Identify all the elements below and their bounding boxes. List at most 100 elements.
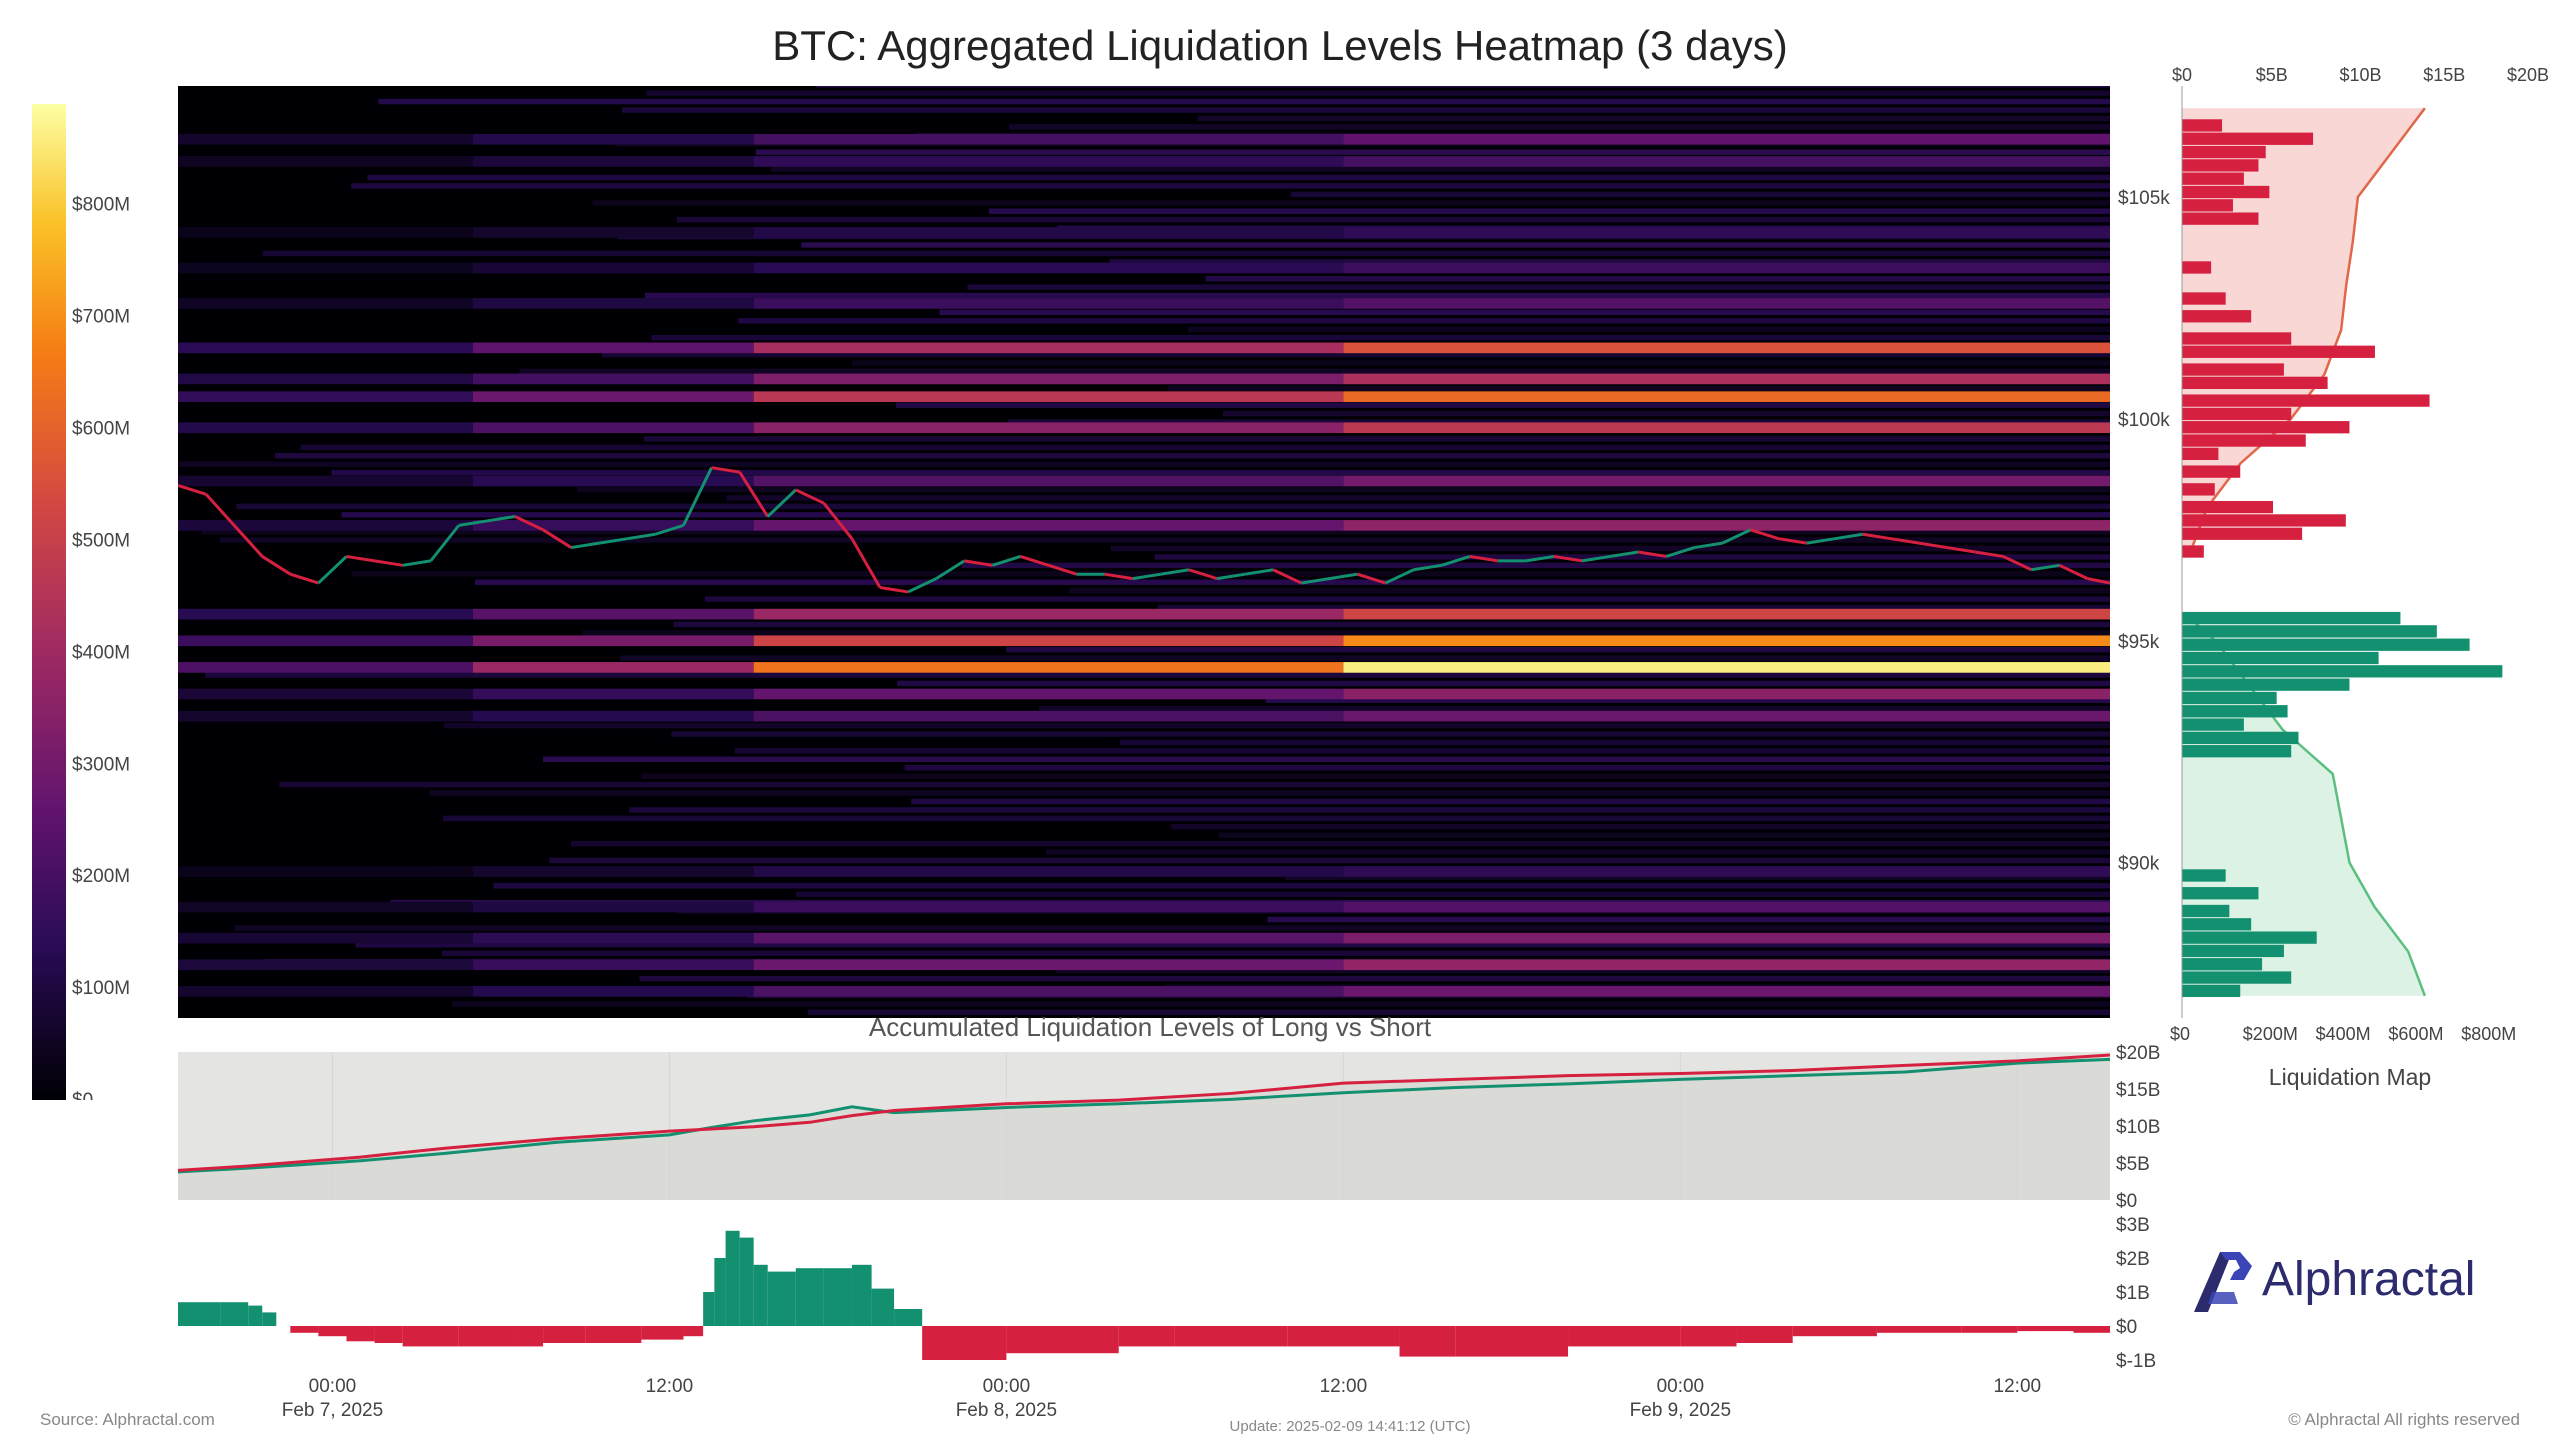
heatmap-band bbox=[472, 475, 754, 487]
heatmap-band bbox=[178, 475, 473, 487]
liq-bar bbox=[2182, 918, 2252, 931]
accumulated-tick-label: $15B bbox=[2116, 1080, 2160, 1101]
liq-bar bbox=[2182, 514, 2346, 527]
heatmap-band bbox=[178, 635, 473, 647]
price-candle-segment bbox=[1413, 563, 1442, 572]
colorbar-tick-label: $0 bbox=[72, 1090, 93, 1100]
heatmap-cell bbox=[519, 368, 2110, 375]
heatmap-band bbox=[472, 391, 754, 402]
price-candle-segment bbox=[1384, 568, 1415, 585]
heatmap-cell bbox=[644, 292, 2110, 299]
price-candle-segment bbox=[2002, 555, 2033, 572]
heatmap-band bbox=[472, 635, 754, 647]
liq-bar bbox=[2182, 904, 2230, 918]
price-candle-segment bbox=[289, 572, 319, 585]
heatmap-cell bbox=[1171, 824, 2110, 830]
heatmap-cell bbox=[1290, 191, 2110, 198]
heatmap-band bbox=[753, 227, 1344, 238]
heatmap-cell bbox=[179, 461, 2110, 467]
difference-bar bbox=[178, 1302, 221, 1326]
difference-bar bbox=[871, 1288, 895, 1326]
heatmap-band bbox=[753, 866, 1344, 877]
difference-bar bbox=[1792, 1326, 1877, 1337]
difference-bar bbox=[543, 1326, 586, 1343]
price-candle-segment bbox=[1244, 568, 1274, 576]
heatmap-cell bbox=[1154, 554, 2110, 560]
heatmap-cell bbox=[355, 942, 2110, 948]
heatmap-cell bbox=[1218, 832, 2110, 838]
price-candle-segment bbox=[1750, 528, 1780, 541]
difference-tick-label: $1B bbox=[2116, 1283, 2150, 1304]
colorbar-tick-label: $700M bbox=[72, 307, 130, 328]
difference-bar bbox=[1399, 1326, 1456, 1357]
liq-bottom-axis-tick: $200M bbox=[2243, 1024, 2298, 1044]
heatmap-band bbox=[472, 901, 754, 913]
heatmap-band bbox=[178, 342, 473, 354]
heatmap-band bbox=[472, 688, 754, 700]
heatmap-cell bbox=[279, 781, 2110, 788]
liq-bar bbox=[2182, 545, 2204, 558]
heatmap-cell bbox=[1109, 259, 2110, 265]
heatmap-band bbox=[1343, 710, 2110, 722]
price-candle-segment bbox=[1525, 554, 1555, 563]
difference-bar bbox=[725, 1230, 740, 1326]
price-candle-segment bbox=[1974, 550, 2004, 558]
liq-bar bbox=[2182, 394, 2430, 407]
heatmap-band bbox=[1343, 959, 2110, 971]
logo-text: Alphractal bbox=[2262, 1253, 2476, 1306]
heatmap-band bbox=[178, 373, 473, 385]
time-axis-tick-label: 12:00 bbox=[1994, 1376, 2042, 1397]
heatmap-band bbox=[178, 227, 473, 238]
liq-top-axis-tick: $10B bbox=[2340, 65, 2382, 85]
difference-bar bbox=[458, 1326, 515, 1347]
price-candle-segment bbox=[2058, 563, 2089, 580]
heatmap-band bbox=[178, 608, 473, 620]
heatmap-band bbox=[1343, 520, 2110, 531]
heatmap-band bbox=[472, 262, 754, 274]
heatmap-cell bbox=[443, 722, 2111, 729]
price-candle-segment bbox=[964, 559, 993, 567]
heatmap-band bbox=[753, 373, 1344, 385]
liq-top-axis-tick: $20B bbox=[2507, 65, 2549, 85]
heatmap-cell bbox=[442, 950, 2111, 956]
price-candle-segment bbox=[178, 483, 207, 496]
heatmap-band bbox=[472, 342, 754, 354]
heatmap-cell bbox=[641, 773, 2111, 779]
liq-bar bbox=[2182, 718, 2244, 731]
difference-bar bbox=[714, 1258, 726, 1326]
liq-bottom-axis-tick: $800M bbox=[2461, 1024, 2516, 1044]
price-candle-segment bbox=[514, 515, 544, 532]
price-axis-tick-label: $100k bbox=[2118, 410, 2170, 431]
heatmap-cell bbox=[1187, 326, 2110, 332]
accumulated-area bbox=[178, 1054, 2110, 1200]
alphractal-logo-icon bbox=[2194, 1252, 2252, 1312]
price-candle-segment bbox=[795, 488, 825, 505]
heatmap-cell bbox=[201, 528, 2110, 535]
heatmap-cell bbox=[341, 512, 2110, 518]
liq-bar bbox=[2182, 421, 2350, 434]
price-candle-segment bbox=[261, 555, 292, 576]
heatmap-band bbox=[472, 422, 754, 434]
heatmap-band bbox=[1343, 688, 2110, 700]
difference-bar bbox=[374, 1326, 403, 1343]
difference-bar bbox=[753, 1264, 768, 1326]
heatmap-cell bbox=[770, 166, 2110, 172]
difference-bar bbox=[2073, 1326, 2110, 1333]
copyright-text: © Alphractal All rights reserved bbox=[2288, 1410, 2520, 1429]
heatmap-band bbox=[178, 391, 473, 402]
colorbar-gradient bbox=[32, 104, 66, 1100]
heatmap-band bbox=[1343, 156, 2110, 167]
heatmap-band bbox=[472, 662, 754, 673]
colorbar-tick-label: $400M bbox=[72, 642, 130, 663]
price-candle-segment bbox=[1862, 532, 1892, 541]
heatmap-cell bbox=[1157, 604, 2110, 611]
heatmap-band bbox=[753, 635, 1344, 647]
price-candle-segment bbox=[1553, 554, 1583, 563]
liq-bar bbox=[2182, 332, 2292, 345]
price-axis-tick-label: $95k bbox=[2118, 632, 2160, 653]
difference-bar bbox=[767, 1271, 796, 1326]
price-candle-segment bbox=[1160, 568, 1190, 576]
heatmap-cell bbox=[939, 309, 2111, 316]
difference-bar bbox=[318, 1326, 347, 1337]
date-axis-tick-label: Feb 8, 2025 bbox=[956, 1400, 1057, 1421]
